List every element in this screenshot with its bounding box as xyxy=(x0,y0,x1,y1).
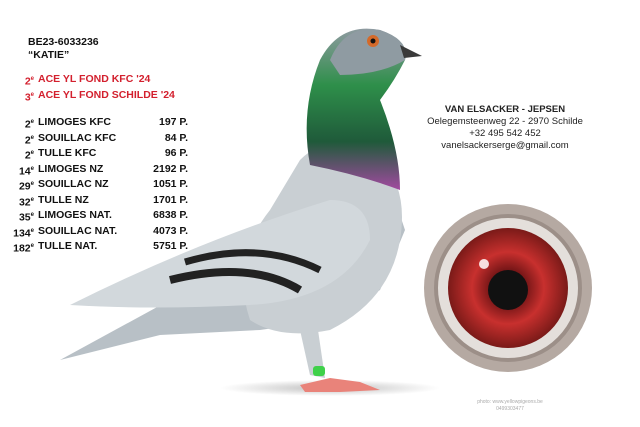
result-birds: 1701 P. xyxy=(153,193,188,206)
result-rank: 182e xyxy=(13,242,34,255)
result-row: 134e SOUILLAC NAT. 4073 P. xyxy=(0,225,188,241)
result-birds: 84 P. xyxy=(164,131,188,144)
result-race: LIMOGES NZ xyxy=(38,162,104,175)
result-birds: 1051 P. xyxy=(153,178,188,190)
result-rank: 134e xyxy=(13,227,34,239)
result-race: SOUILLAC NAT. xyxy=(38,224,118,237)
pigeon-feet xyxy=(300,378,380,392)
result-row: 14e LIMOGES NZ 2192 P. xyxy=(0,163,188,179)
result-row: 29e SOUILLAC NZ 1051 P. xyxy=(0,178,188,194)
contact-block: VAN ELSACKER - JEPSEN Oelegemsteenweg 22… xyxy=(420,104,590,152)
result-birds: 6838 P. xyxy=(153,209,188,221)
pigeon-head xyxy=(330,29,406,75)
result-row: 2e TULLE KFC 96 P. xyxy=(0,147,188,163)
wing-bar xyxy=(184,249,322,274)
result-birds: 4073 P. xyxy=(153,224,188,237)
result-race: SOUILLAC NZ xyxy=(38,178,109,190)
result-race: SOUILLAC KFC xyxy=(38,131,117,144)
result-birds: 96 P. xyxy=(164,147,188,159)
ring-number: BE23-6033236 xyxy=(28,36,99,48)
pigeon-info: BE23-6033236 “KATIE” xyxy=(28,36,99,62)
result-row: 2e LIMOGES KFC 197 P. xyxy=(0,116,188,132)
result-birds: 2192 P. xyxy=(153,162,188,175)
result-rank: 14e xyxy=(18,165,34,177)
result-row: 32e TULLE NZ 1701 P. xyxy=(0,194,188,210)
title-row: 3e ACE YL FOND SCHILDE '24 xyxy=(24,88,175,104)
result-race: TULLE NAT. xyxy=(38,240,98,252)
result-rank: 35e xyxy=(18,211,34,224)
result-rank: 2e xyxy=(24,134,34,146)
title-row: 2e ACE YL FOND KFC '24 xyxy=(24,73,151,88)
titles-list: 2e ACE YL FOND KFC '24 3e ACE YL FOND SCHI… xyxy=(0,73,175,104)
result-rank: 32e xyxy=(18,196,34,208)
result-race: LIMOGES NAT. xyxy=(38,209,112,221)
email-link[interactable]: vanelsackerserge@gmail.com xyxy=(441,140,569,151)
result-birds: 197 P. xyxy=(158,116,188,128)
result-race: LIMOGES KFC xyxy=(38,116,111,128)
leg-ring xyxy=(313,366,325,376)
result-rank: 2e xyxy=(24,149,34,162)
address: Oelegemsteenweg 22 - 2970 Schilde xyxy=(427,116,583,127)
result-birds: 5751 P. xyxy=(153,240,188,252)
result-row: 2e SOUILLAC KFC 84 P. xyxy=(0,132,188,148)
result-row: 35e LIMOGES NAT. 6838 P. xyxy=(0,209,188,225)
owner-name: VAN ELSACKER - JEPSEN xyxy=(444,104,566,115)
photo-credit: photo: www.yellowpigeons.be 0499303477 xyxy=(477,399,543,412)
wing-bar xyxy=(169,268,303,294)
eye-closeup xyxy=(424,204,592,372)
phone: +32 495 542 452 xyxy=(469,128,541,139)
result-rank: 2e xyxy=(24,118,34,131)
result-rank: 29e xyxy=(18,180,34,193)
result-race: TULLE KFC xyxy=(38,147,97,159)
pigeon-name: “KATIE” xyxy=(28,49,70,61)
result-race: TULLE NZ xyxy=(38,193,89,206)
results-list: 2e LIMOGES KFC 197 P. 2e SOUILLAC KFC 84 P. 2e… xyxy=(0,116,188,256)
result-row: 182e TULLE NAT. 5751 P. xyxy=(0,240,188,256)
pigeon-beak xyxy=(400,45,422,58)
